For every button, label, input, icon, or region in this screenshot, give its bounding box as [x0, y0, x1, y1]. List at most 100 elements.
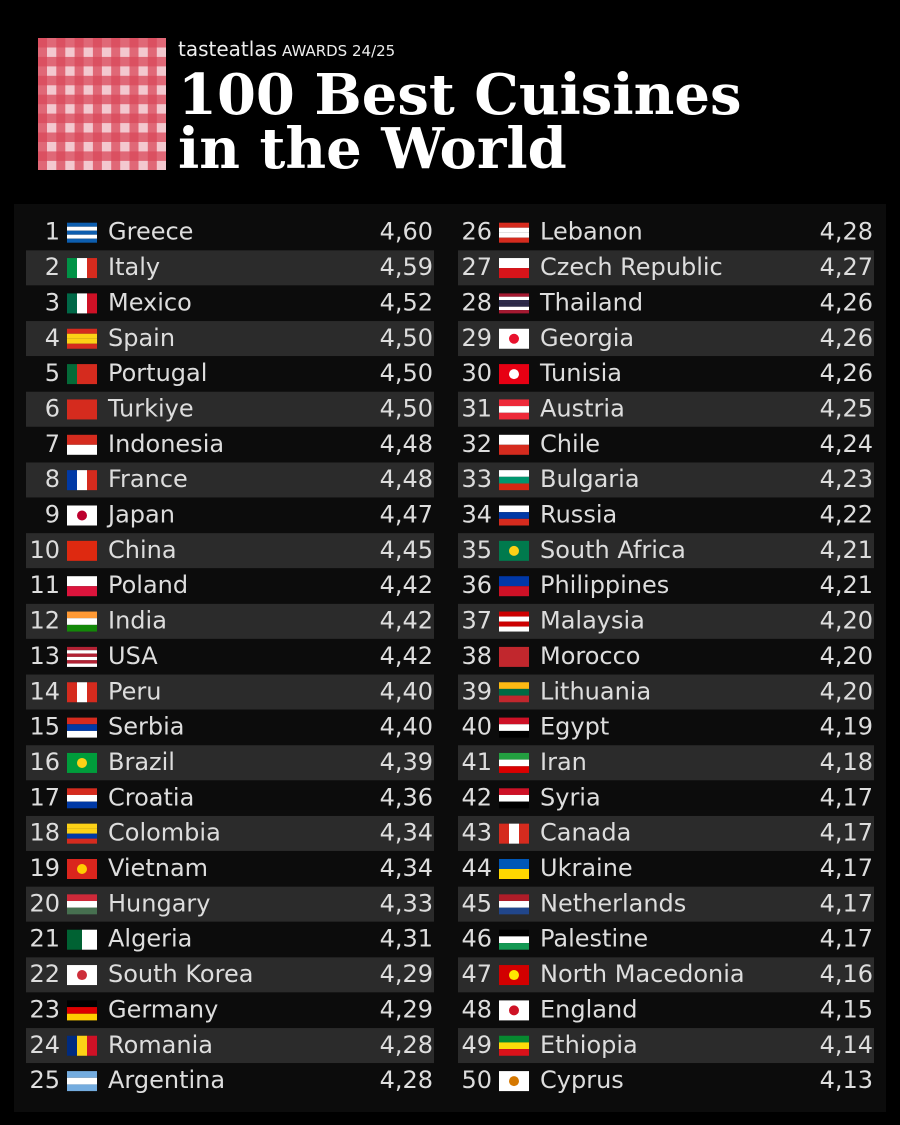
score: 4,20 [820, 607, 873, 635]
country: South Korea [108, 960, 253, 988]
flag-stripe [499, 907, 529, 915]
country: Russia [540, 501, 617, 529]
rank: 17 [29, 783, 60, 811]
score: 4,42 [380, 571, 433, 599]
country: Turkiye [107, 394, 194, 422]
logo-stripe [129, 38, 139, 170]
country: Portugal [108, 359, 207, 387]
score: 4,15 [820, 995, 873, 1023]
flag-stripe [67, 929, 82, 950]
table-row: 37 Malaysia 4,20 [458, 603, 874, 639]
flag-stripe [67, 653, 97, 657]
table-row: 23 Germany 4,29 [29, 995, 433, 1023]
flag-stripe [499, 688, 529, 696]
score: 4,50 [380, 394, 433, 422]
table-row: 15 Serbia 4,40 [29, 713, 433, 741]
flag-emblem [509, 369, 519, 380]
table-row: 14 Peru 4,40 [26, 674, 434, 710]
country: Philippines [540, 571, 669, 599]
flag-emblem [77, 510, 87, 521]
flag-stripe [67, 238, 97, 243]
flag-stripe [67, 328, 97, 334]
table: 1 Greece 4,60 2 Italy 4,59 3 Mexico 4,52 4 Spain 4,… [26, 218, 874, 1094]
flag-stripe [499, 306, 529, 311]
country: India [108, 607, 167, 635]
flag-stripe [509, 823, 519, 844]
flag-stripe [67, 338, 97, 344]
score: 4,28 [380, 1031, 433, 1059]
rank: 42 [461, 783, 492, 811]
country: Ethiopia [540, 1031, 638, 1059]
score: 4,20 [820, 677, 873, 705]
flag-stripe [67, 833, 97, 839]
logo [38, 38, 166, 170]
flag-stripe [67, 611, 97, 619]
table-row: 8 France 4,48 [26, 462, 434, 498]
flag-stripe [499, 1049, 529, 1056]
score: 4,52 [380, 288, 433, 316]
rank: 36 [461, 571, 492, 599]
flag-stripe [519, 823, 529, 844]
flag-stripe [67, 907, 97, 915]
rank: 23 [29, 995, 60, 1023]
table-row: 4 Spain 4,50 [26, 321, 434, 357]
rank: 26 [461, 218, 492, 246]
logo-stripe [38, 113, 166, 124]
table-row: 7 Indonesia 4,48 [45, 430, 433, 458]
country: Croatia [108, 783, 194, 811]
country: Netherlands [540, 889, 686, 917]
flag-stripe [67, 586, 97, 597]
table-row: 34 Russia 4,22 [461, 501, 873, 529]
table-row: 47 North Macedonia 4,16 [458, 957, 874, 993]
flag-stripe [67, 470, 77, 491]
rank: 5 [45, 359, 60, 387]
flag-stripe [67, 1071, 97, 1078]
score: 4,48 [380, 465, 433, 493]
flag-stripe [82, 929, 97, 950]
flag-stripe [77, 258, 87, 279]
country: Brazil [108, 748, 175, 776]
country: Poland [108, 571, 188, 599]
flag-stripe [499, 626, 529, 632]
table-row: 12 India 4,42 [26, 603, 434, 639]
table-row: 20 Hungary 4,33 [26, 886, 434, 922]
table-row: 5 Portugal 4,50 [45, 359, 433, 387]
score: 4,59 [380, 253, 433, 281]
country: Indonesia [108, 430, 224, 458]
rank: 35 [461, 536, 492, 564]
rank: 4 [45, 324, 60, 352]
flag-stripe [67, 656, 97, 661]
logo-stripe [38, 132, 166, 142]
flag-stripe [499, 412, 529, 420]
flag-stripe [87, 364, 97, 385]
flag-stripe [67, 222, 97, 227]
rank: 7 [45, 430, 60, 458]
country: Palestine [540, 925, 648, 953]
flag-emblem [77, 970, 87, 981]
table-row: 2 Italy 4,59 [26, 250, 434, 286]
flag-stripe [499, 300, 529, 304]
award: AWARDS 24/25 [282, 42, 395, 60]
flag-stripe [67, 828, 97, 834]
table-row: 36 Philippines 4,21 [461, 571, 873, 599]
flag-stripe [499, 823, 509, 844]
table-row: 29 Georgia 4,26 [458, 321, 874, 357]
score: 4,28 [380, 1066, 433, 1094]
score: 4,50 [380, 359, 433, 387]
table-row: 39 Lithuania 4,20 [458, 674, 874, 710]
rank: 30 [461, 359, 492, 387]
table-row: 46 Palestine 4,17 [461, 925, 873, 953]
flag-stripe [499, 586, 529, 597]
flag-stripe [499, 1035, 529, 1043]
country: Lithuania [540, 677, 651, 705]
flag-stripe [499, 894, 529, 902]
flag-stripe [499, 1042, 529, 1050]
score: 4,22 [820, 501, 873, 529]
flag-stripe [87, 682, 97, 703]
flag-stripe [499, 759, 529, 767]
logo-stripe [38, 75, 166, 86]
flag-emblem [509, 1076, 519, 1087]
flag-stripe [499, 258, 529, 269]
country: Chile [540, 430, 600, 458]
flag-stripe [499, 406, 529, 413]
